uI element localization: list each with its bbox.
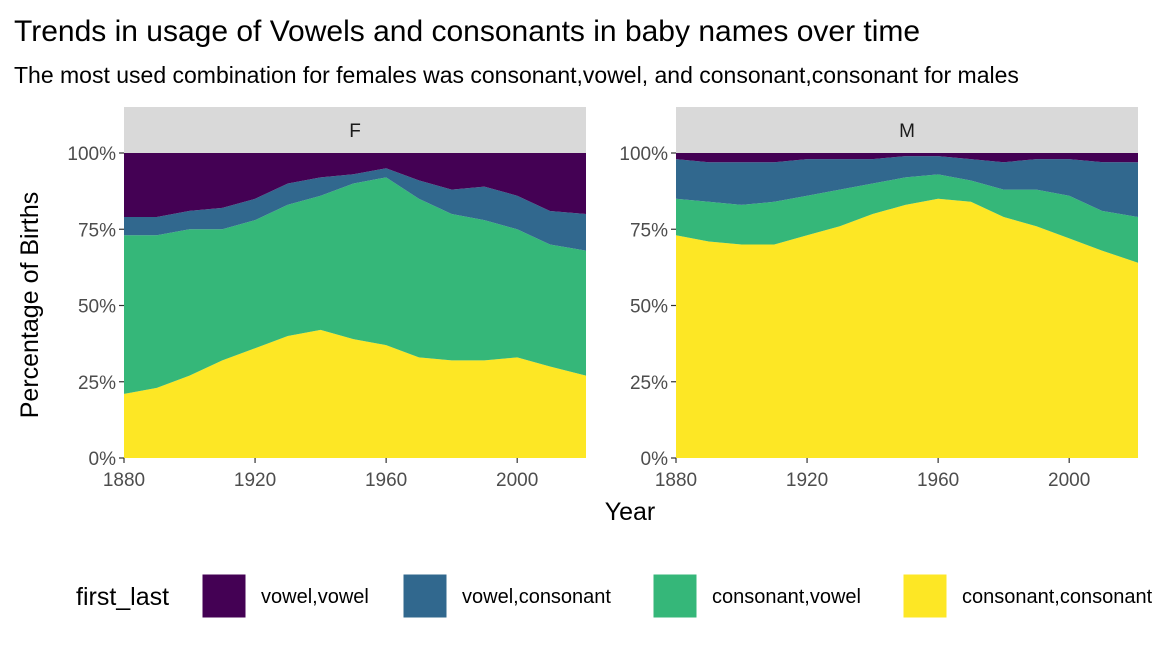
legend-label: consonant,consonant [962,586,1152,608]
facet-strip-label: F [349,121,361,142]
facet-strip-label: M [899,121,915,142]
y-tick-label: 25% [630,373,668,394]
legend-label: vowel,vowel [261,586,369,608]
x-tick-label: 1880 [655,470,697,491]
y-tick-label: 75% [78,220,116,241]
facet-panels: F 0% 25% 50% 75% 100% 1880 1920 1960 2000 M 0% 25% 50… [67,107,1138,491]
area-consonant-vowel [676,174,1138,263]
y-tick-label: 50% [630,297,668,318]
y-tick-label: 0% [89,449,117,470]
chart-title: Trends in usage of Vowels and consonants… [14,15,920,48]
facet-panel-F: F 0% 25% 50% 75% 100% 1880 1920 1960 2000 [67,107,586,491]
legend-key-consonant-vowel [652,573,698,619]
chart-subtitle: The most used combination for females wa… [14,62,1019,88]
x-tick-label: 1960 [917,470,959,491]
y-tick-label: 100% [619,144,668,165]
area-consonant-vowel [124,177,586,394]
facet-strip [124,107,586,153]
y-tick-label: 75% [630,220,668,241]
area-vowel-consonant [124,168,586,251]
area-vowel-vowel [676,153,1138,163]
x-tick-label: 1920 [234,470,276,491]
area-vowel-vowel [124,153,586,217]
x-axis-title: Year [605,498,656,526]
facet-panel-M: M 0% 25% 50% 75% 100% 1880 1920 1960 2000 [619,107,1138,491]
y-tick-label: 100% [67,144,116,165]
legend-label: vowel,consonant [462,586,611,608]
facet-strip [676,107,1138,153]
x-tick-label: 1880 [103,470,145,491]
x-tick-label: 1920 [786,470,828,491]
x-tick-label: 2000 [496,470,538,491]
area-consonant-consonant [124,329,586,458]
y-axis-title: Percentage of Births [16,192,44,419]
legend-label: consonant,vowel [712,586,861,608]
legend-key-vowel-consonant [402,573,448,619]
legend-title: first_last [76,583,169,611]
area-consonant-consonant [676,198,1138,459]
legend: first_last vowel,vowel vowel,consonant con… [76,573,1152,619]
legend-key-vowel-vowel [201,573,247,619]
legend-key-consonant-consonant [902,573,948,619]
area-vowel-consonant [676,156,1138,217]
x-tick-label: 1960 [365,470,407,491]
y-tick-label: 25% [78,373,116,394]
x-tick-label: 2000 [1048,470,1090,491]
y-tick-label: 0% [641,449,669,470]
y-tick-label: 50% [78,297,116,318]
